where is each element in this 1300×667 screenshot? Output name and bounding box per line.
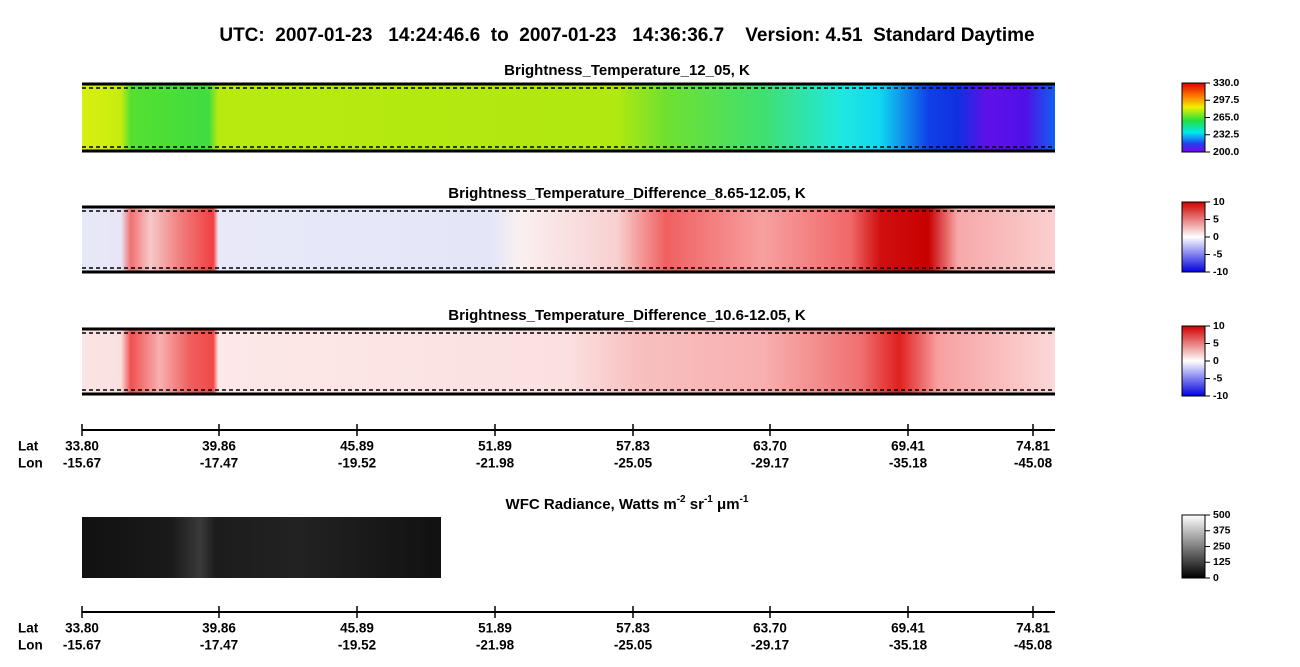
- panel-title: Brightness_Temperature_Difference_8.65-1…: [448, 185, 806, 202]
- colorbar-label: 10: [1213, 196, 1225, 208]
- colorbar-label: -5: [1213, 248, 1222, 260]
- lon-tick: -25.05: [614, 638, 653, 653]
- lat-tick: 33.80: [65, 439, 99, 454]
- lon-label: Lon: [18, 638, 43, 653]
- superscript: -2: [677, 494, 686, 505]
- lon-tick: -35.18: [889, 638, 928, 653]
- lon-tick: -35.18: [889, 456, 928, 471]
- image: [82, 517, 441, 578]
- lat-label: Lat: [18, 621, 39, 636]
- lat-tick: 39.86: [202, 621, 236, 636]
- image: [82, 83, 1055, 152]
- lat-tick: 45.89: [340, 439, 374, 454]
- lat-tick: 69.41: [891, 439, 925, 454]
- colorbar-label: 5: [1213, 213, 1219, 225]
- lat-tick: 57.83: [616, 621, 650, 636]
- panel-images: [82, 82, 1206, 579]
- main-title: UTC: 2007-01-23 14:24:46.6 to 2007-01-23…: [219, 25, 1034, 46]
- lon-tick: -29.17: [751, 456, 789, 471]
- colorbar-label: 0: [1213, 572, 1219, 584]
- colorbar-label: -10: [1213, 390, 1228, 402]
- colorbar-label: 200.0: [1213, 146, 1239, 158]
- lon-tick: -15.67: [63, 638, 101, 653]
- lat-tick: 51.89: [478, 439, 512, 454]
- lon-tick: -19.52: [338, 638, 376, 653]
- wfc-title: WFC Radiance, Watts m-2 sr-1 μm-1: [506, 494, 749, 513]
- colorbar: [1181, 201, 1206, 273]
- lat-tick: 45.89: [340, 621, 374, 636]
- lon-label: Lon: [18, 456, 43, 471]
- colorbar-label: 330.0: [1213, 77, 1239, 89]
- lon-tick: -45.08: [1014, 456, 1053, 471]
- lat-label: Lat: [18, 439, 39, 454]
- lon-tick: -15.67: [63, 456, 101, 471]
- colorbar-label: 297.5: [1213, 94, 1239, 106]
- lat-tick: 51.89: [478, 621, 512, 636]
- lat-tick: 63.70: [753, 621, 787, 636]
- panel-title: Brightness_Temperature_12_05, K: [504, 62, 750, 79]
- title-text: μm: [713, 496, 740, 513]
- colorbar-label: -5: [1213, 372, 1222, 384]
- lat-tick: 74.81: [1016, 439, 1050, 454]
- lon-tick: -21.98: [476, 638, 515, 653]
- image: [82, 206, 1055, 273]
- colorbar-label: 265.0: [1213, 111, 1239, 123]
- lat-tick: 74.81: [1016, 621, 1050, 636]
- title-text: sr: [686, 496, 705, 513]
- lat-tick: 39.86: [202, 439, 236, 454]
- lat-tick: 63.70: [753, 439, 787, 454]
- colorbar-label: 0: [1213, 231, 1219, 243]
- lat-tick: 33.80: [65, 621, 99, 636]
- colorbar-label: 10: [1213, 320, 1225, 332]
- colorbar: [1181, 514, 1206, 579]
- lon-tick: -29.17: [751, 638, 789, 653]
- colorbar-label: 5: [1213, 337, 1219, 349]
- colorbar-label: 232.5: [1213, 129, 1239, 141]
- colorbar-label: 375: [1213, 525, 1231, 537]
- lon-tick: -21.98: [476, 456, 515, 471]
- image: [82, 328, 1055, 395]
- lon-tick: -19.52: [338, 456, 376, 471]
- title-text: WFC Radiance, Watts m: [506, 496, 677, 513]
- colorbar-label: 250: [1213, 540, 1231, 552]
- lon-tick: -45.08: [1014, 638, 1053, 653]
- colorbar-label: -10: [1213, 266, 1228, 278]
- lat-tick: 57.83: [616, 439, 650, 454]
- lat-tick: 69.41: [891, 621, 925, 636]
- colorbar-label: 125: [1213, 556, 1231, 568]
- colorbar-label: 500: [1213, 509, 1231, 521]
- lon-tick: -25.05: [614, 456, 653, 471]
- panel-title: Brightness_Temperature_Difference_10.6-1…: [448, 307, 806, 324]
- lon-tick: -17.47: [200, 638, 238, 653]
- superscript: -1: [740, 494, 749, 505]
- colorbar: [1181, 325, 1206, 397]
- colorbar-label: 0: [1213, 355, 1219, 367]
- lon-tick: -17.47: [200, 456, 238, 471]
- frame-edges: [82, 82, 1055, 396]
- colorbar: [1181, 82, 1206, 153]
- superscript: -1: [704, 494, 713, 505]
